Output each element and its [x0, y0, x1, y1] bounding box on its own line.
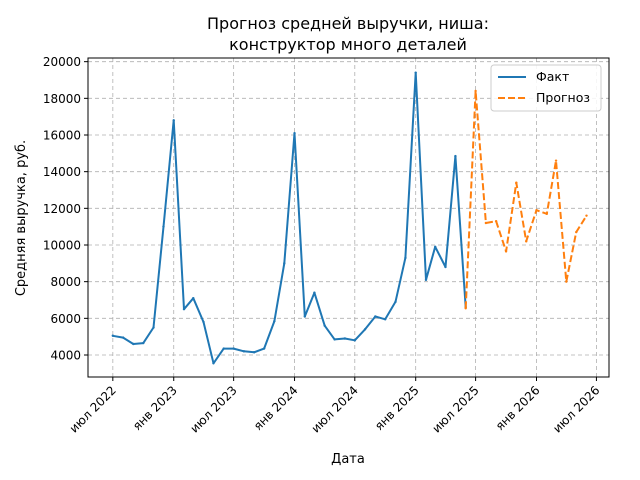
data-point-forecast — [464, 307, 467, 310]
data-point-fact — [303, 315, 307, 318]
data-point-forecast — [585, 214, 588, 217]
data-point-forecast — [494, 219, 498, 223]
data-point-forecast — [504, 250, 508, 253]
data-point-fact — [404, 256, 407, 260]
data-point-fact — [434, 245, 437, 249]
data-point-fact — [384, 318, 387, 321]
series-layer — [111, 71, 588, 365]
data-point-forecast — [474, 89, 477, 93]
data-point-fact — [454, 154, 457, 158]
data-point-fact — [394, 300, 397, 304]
data-point-forecast — [535, 208, 538, 212]
y-tick-label: 10000 — [43, 239, 81, 253]
y-tick-label: 14000 — [43, 165, 81, 179]
legend: Факт Прогноз — [490, 64, 602, 112]
y-tick-label: 6000 — [50, 312, 81, 326]
data-point-forecast — [525, 240, 528, 243]
data-point-fact — [252, 351, 256, 354]
data-point-fact — [323, 324, 326, 327]
data-point-forecast — [484, 221, 488, 225]
data-point-fact — [424, 278, 428, 282]
data-point-fact — [162, 225, 165, 228]
y-tick-label: 18000 — [43, 92, 81, 106]
data-point-fact — [333, 338, 336, 341]
data-point-forecast — [554, 159, 558, 162]
data-point-fact — [374, 315, 377, 318]
series-line-fact — [112, 71, 467, 365]
data-point-fact — [273, 319, 276, 323]
x-axis-label: Дата — [331, 452, 365, 467]
data-point-fact — [444, 265, 447, 269]
chart-title-line-2: конструктор много деталей — [229, 35, 467, 54]
data-point-fact — [343, 337, 347, 340]
data-point-fact — [414, 71, 417, 74]
data-point-fact — [152, 326, 155, 329]
data-point-fact — [242, 350, 246, 353]
legend-label-fact: Факт — [536, 69, 569, 84]
data-point-forecast — [515, 181, 518, 184]
data-point-fact — [283, 262, 286, 265]
data-point-fact — [222, 347, 225, 350]
legend-label-forecast: Прогноз — [536, 90, 590, 105]
data-point-fact — [363, 328, 367, 331]
data-point-forecast — [545, 212, 548, 216]
data-point-fact — [212, 362, 215, 365]
y-tick-label: 20000 — [43, 55, 81, 69]
data-point-forecast — [575, 230, 578, 234]
data-point-fact — [353, 339, 356, 342]
plot-frame — [87, 57, 610, 378]
data-point-fact — [313, 291, 316, 294]
chart-title-line-1: Прогноз средней выручки, ниша: — [207, 14, 489, 33]
data-point-fact — [121, 336, 125, 339]
y-tick-label: 8000 — [50, 275, 81, 289]
data-point-fact — [132, 342, 135, 346]
data-point-fact — [202, 320, 205, 324]
data-point-fact — [232, 347, 235, 350]
y-tick-label: 12000 — [43, 202, 81, 216]
data-point-fact — [142, 341, 145, 345]
data-point-fact — [172, 119, 175, 122]
data-point-forecast — [565, 280, 568, 283]
data-point-fact — [111, 334, 115, 337]
data-point-fact — [192, 296, 195, 300]
y-tick-label: 16000 — [43, 129, 81, 143]
y-axis-label: Средняя выручка, руб. — [14, 140, 29, 296]
data-point-fact — [262, 347, 266, 350]
data-point-fact — [293, 131, 296, 135]
y-tick-label: 4000 — [50, 349, 81, 363]
data-point-fact — [182, 307, 186, 311]
y-axis: 4000 6000 8000 10000 12000 14000 16000 18000 200… — [43, 55, 88, 363]
